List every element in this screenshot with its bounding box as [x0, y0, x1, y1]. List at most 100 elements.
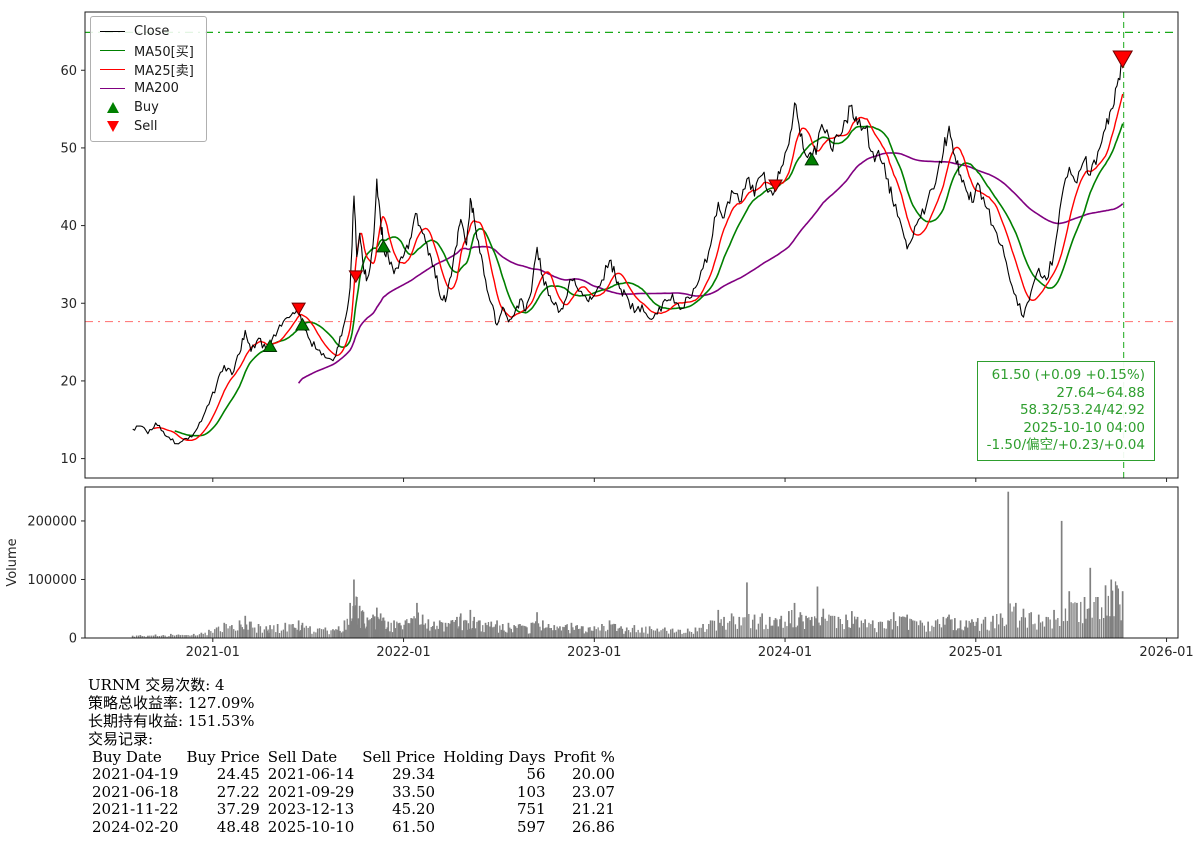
trade-row: 2021-06-18 27.22 2021-09-29 33.50 103 23…: [88, 782, 619, 802]
trade-row: 2024-02-20 48.48 2025-10-10 61.50 597 26…: [88, 817, 619, 837]
trade-sell-price: 33.50: [392, 782, 436, 801]
ma25-line: [153, 93, 1124, 441]
trade-sell-price: 61.50: [392, 817, 436, 836]
legend-label: MA50[买]: [134, 45, 194, 60]
sell-triangle-icon: [100, 121, 125, 132]
trade-buy-date: 2024-02-20: [92, 817, 179, 836]
col-holding-days: Holding Days: [443, 748, 546, 766]
price-ytick-label: 60: [60, 64, 77, 79]
trade-buy-price: 48.48: [216, 817, 260, 836]
col-buy-date: Buy Date: [92, 748, 162, 766]
col-profit-pct: Profit %: [553, 748, 615, 766]
trade-sell-price: 29.34: [392, 765, 436, 783]
ma200-line: [297, 152, 1124, 384]
sell-marker: [291, 302, 307, 316]
buy-triangle-icon: [100, 102, 125, 113]
price-plot-frame: [84, 11, 1179, 479]
xtick-label: 2022-01: [376, 645, 430, 660]
ma50-line: [174, 123, 1124, 437]
legend-item-ma200: MA200: [100, 81, 194, 96]
sell-marker: [768, 179, 783, 193]
legend-item-close: Close: [100, 24, 194, 39]
summary-block: URNM 交易次数: 4 策略总收益率: 127.09% 长期持有收益: 151…: [88, 676, 619, 836]
price-ytick-label: 50: [60, 141, 77, 156]
legend-label: MA25[卖]: [134, 64, 194, 79]
xtick-label: 2026-01: [1139, 645, 1193, 660]
hold-return-line: 长期持有收益: 151.53%: [88, 712, 255, 730]
trade-holding-days: 103: [516, 782, 546, 801]
trade-profit-pct: 23.07: [571, 782, 615, 801]
legend-line-swatch: [100, 31, 125, 32]
trade-sell-date: 2025-10-10: [267, 817, 355, 836]
trade-profit-pct: 21.21: [571, 800, 615, 818]
price-ytick-label: 10: [60, 452, 77, 467]
volume-ytick-label: 0: [69, 632, 77, 647]
legend-item-buy: Buy: [100, 100, 194, 115]
trade-holding-days: 751: [516, 800, 546, 818]
volume-ytick-label: 100000: [27, 573, 77, 588]
strategy-return-line: 策略总收益率: 127.09%: [88, 694, 255, 712]
buy-marker: [804, 152, 820, 166]
legend-label: MA200: [134, 81, 179, 96]
trade-sell-date: 2023-12-13: [267, 800, 355, 818]
trade-buy-date: 2021-04-19: [92, 765, 179, 783]
quote-annotation-box: 61.50 (+0.09 +0.15%) 27.64~64.88 58.32/5…: [976, 361, 1155, 461]
col-sell-price: Sell Price: [362, 748, 436, 766]
legend-item-sell: Sell: [100, 119, 194, 134]
trade-buy-date: 2021-11-22: [92, 800, 179, 818]
trade-buy-price: 24.45: [216, 765, 260, 783]
sell-marker: [348, 270, 364, 284]
price-ytick-label: 40: [60, 219, 77, 234]
xtick-label: 2021-01: [186, 645, 240, 660]
trades-count-line: URNM 交易次数: 4: [88, 676, 225, 694]
annotation-price-line: 61.50 (+0.09 +0.15%): [991, 367, 1145, 383]
volume-ytick-label: 200000: [27, 514, 77, 529]
trade-buy-price: 37.29: [216, 800, 260, 818]
volume-bars: [131, 491, 1124, 638]
legend-label: Close: [134, 24, 170, 39]
price-volume-chart: 10 20 30 40 50 60 0 100000 200000 2021-01 2022-01 2…: [5, 11, 1194, 660]
legend-item-ma50-: MA50[买]: [100, 44, 194, 60]
xtick-label: 2024-01: [758, 645, 812, 660]
volume-axis-label: Volume: [5, 538, 20, 586]
trades-table: Buy Date Buy Price Sell Date Sell Price …: [88, 748, 619, 836]
price-ytick-label: 30: [60, 297, 77, 312]
col-sell-date: Sell Date: [267, 748, 338, 766]
sell-marker: [1112, 50, 1134, 69]
buy-marker: [262, 339, 278, 353]
trade-profit-pct: 26.86: [571, 817, 615, 836]
trades-header-row: Buy Date Buy Price Sell Date Sell Price …: [88, 748, 619, 766]
trade-sell-date: 2021-09-29: [267, 782, 355, 801]
price-ytick-label: 20: [60, 374, 77, 389]
legend-line-swatch: [100, 69, 125, 70]
xtick-label: 2025-01: [949, 645, 1003, 660]
volume-plot-frame: [84, 486, 1179, 639]
legend-line-swatch: [100, 88, 125, 89]
annotation-ma-line: 58.32/53.24/42.92: [1019, 402, 1145, 418]
buy-marker: [295, 317, 310, 331]
legend-item-ma25-: MA25[卖]: [100, 63, 194, 79]
trade-sell-price: 45.20: [392, 800, 436, 818]
trade-buy-date: 2021-06-18: [92, 782, 179, 801]
col-buy-price: Buy Price: [186, 748, 260, 766]
chart-legend: Close MA50[买] MA25[卖] MA200 Buy Sell: [90, 16, 207, 142]
xtick-label: 2023-01: [567, 645, 621, 660]
legend-label: Sell: [134, 119, 158, 134]
trade-markers: [262, 50, 1134, 353]
trade-row: 2021-04-19 24.45 2021-06-14 29.34 56 20.…: [88, 765, 619, 784]
annotation-signal-line: -1.50/偏空/+0.23/+0.04: [986, 437, 1145, 453]
annotation-date-line: 2025-10-10 04:00: [1023, 419, 1145, 436]
trade-holding-days: 597: [516, 817, 546, 836]
legend-line-swatch: [100, 50, 125, 51]
trade-buy-price: 27.22: [216, 782, 260, 801]
buy-marker: [376, 239, 391, 253]
trades-label: 交易记录:: [88, 730, 154, 748]
close-line: [132, 58, 1124, 445]
trade-sell-date: 2021-06-14: [267, 765, 355, 783]
trade-holding-days: 56: [526, 765, 546, 783]
legend-label: Buy: [134, 100, 159, 115]
trade-profit-pct: 20.00: [571, 765, 615, 783]
annotation-range-line: 27.64~64.88: [1056, 384, 1145, 401]
trade-row: 2021-11-22 37.29 2023-12-13 45.20 751 21…: [88, 800, 619, 819]
